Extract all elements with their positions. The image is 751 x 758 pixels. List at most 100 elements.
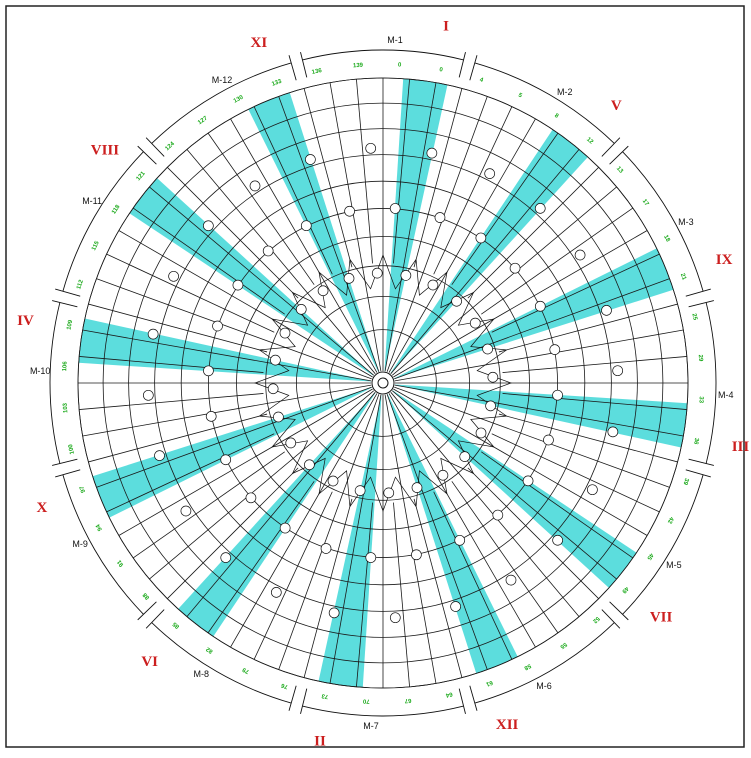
circle-marker [142, 389, 154, 401]
circle-marker [203, 365, 214, 377]
circle-marker [459, 451, 471, 462]
circle-marker [154, 450, 165, 461]
spoke [413, 498, 463, 678]
circle-marker [601, 305, 612, 316]
rim-label: 21 [679, 273, 687, 282]
circle-marker [492, 509, 504, 521]
rim-label: 76 [280, 681, 289, 689]
circle-marker [317, 285, 329, 297]
circle-marker [147, 328, 159, 340]
sector-label: M-1 [387, 35, 403, 45]
rim-label: 45 [645, 552, 654, 561]
sector-tick [52, 300, 78, 308]
radial-spokes [78, 78, 688, 688]
roman-numeral: IV [17, 313, 34, 329]
sector-label: M-10 [30, 366, 51, 376]
cyan-band [384, 78, 448, 372]
spoke [393, 79, 410, 264]
circle-marker [534, 300, 546, 312]
sector-arc [622, 474, 704, 615]
rim-label: 73 [321, 692, 329, 699]
circle-marker [168, 270, 179, 282]
spoke [384, 82, 437, 372]
rim-label: 4 [479, 77, 485, 84]
circle-marker [304, 459, 315, 471]
spoke [413, 88, 463, 268]
spoke [394, 386, 670, 488]
spoke [394, 384, 684, 437]
rim-label: 8 [553, 113, 560, 120]
circle-marker [232, 279, 244, 291]
spoke [481, 207, 634, 315]
spoke [278, 394, 380, 670]
sector-tick [458, 688, 466, 714]
sector-label: M-3 [678, 217, 694, 227]
sector-label: M-11 [82, 196, 102, 206]
sector-arc [474, 62, 615, 144]
circle-marker [212, 320, 223, 332]
circle-marker [426, 147, 438, 159]
circle-marker [205, 411, 217, 422]
sector-labels: M-1 M-2 M-3 M-4 M-5 M-6 M-7 M-8 M-9 M-10 M-11 M-12 [30, 35, 734, 731]
cyan-band [390, 129, 588, 374]
sector-label: M-4 [718, 390, 734, 400]
circle-marker [482, 343, 493, 355]
sector-arc [151, 622, 292, 704]
spoke [253, 106, 333, 275]
circle-marker [328, 607, 340, 619]
spoke [386, 394, 488, 670]
spoke [491, 253, 660, 333]
sector-arc [62, 151, 144, 292]
spoke [384, 394, 437, 684]
circle-marker [484, 168, 496, 179]
rim-label: 91 [116, 558, 125, 567]
roman-numeral: XII [496, 717, 519, 733]
spoke [207, 481, 315, 634]
spoke [467, 467, 599, 599]
spoke [391, 186, 617, 376]
rim-label: 79 [241, 666, 250, 675]
rim-label: 103 [63, 402, 70, 413]
circle-marker [552, 534, 563, 546]
rim-label: 124 [164, 141, 176, 153]
circle-marker [427, 279, 439, 291]
circle-marker [270, 354, 281, 366]
spoke [118, 230, 373, 378]
spoke [186, 149, 376, 375]
spoke [149, 186, 375, 376]
cyan-band [392, 390, 637, 588]
sector-tick [300, 52, 308, 78]
spoke [329, 394, 382, 684]
rim-label: 94 [95, 522, 104, 531]
roman-numeral: XI [251, 35, 268, 51]
sector-arc [705, 302, 717, 464]
circle-marker [450, 601, 461, 612]
circle-marker [327, 475, 339, 487]
sector-arc [622, 151, 704, 292]
cyan-band [92, 387, 372, 518]
sector-label: M-6 [536, 681, 552, 691]
rim-label: 106 [62, 361, 69, 372]
spoke [394, 329, 684, 382]
spoke [106, 433, 275, 513]
rim-label: 12 [585, 137, 594, 146]
circle-marker [485, 400, 496, 412]
spoke [230, 118, 378, 373]
sector-tick [688, 458, 714, 466]
spoke [393, 230, 648, 378]
rim-label: 52 [591, 615, 600, 624]
center-hub-inner [377, 377, 389, 389]
circle-marker [245, 492, 257, 504]
circle-marker [549, 344, 561, 355]
rim-label: 118 [111, 204, 122, 216]
sector-arc [151, 62, 292, 144]
circle-marker [383, 487, 395, 499]
spoke [79, 356, 264, 373]
spoke [498, 413, 678, 463]
circle-marker [267, 383, 279, 395]
rim-label: 42 [666, 516, 675, 525]
sector-label: M-12 [212, 75, 233, 85]
rim-label: 55 [558, 641, 567, 650]
spoke [433, 106, 513, 275]
